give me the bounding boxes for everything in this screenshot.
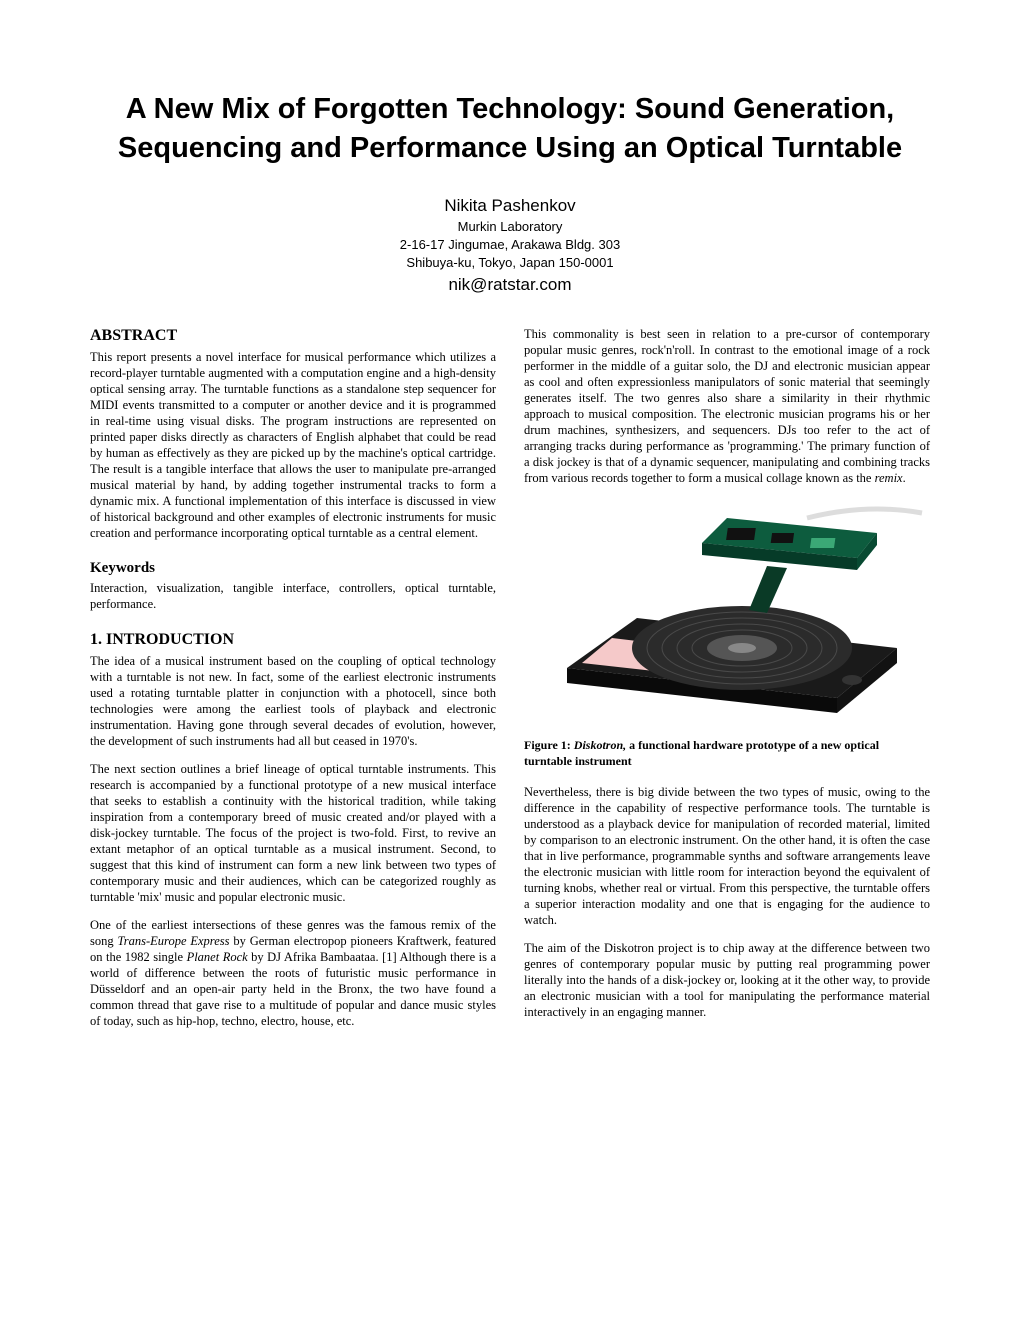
intro-paragraph-2: The next section outlines a brief lineag… [90,761,496,905]
author-block: Nikita Pashenkov Murkin Laboratory 2-16-… [90,194,930,296]
col2-paragraph-3: The aim of the Diskotron project is to c… [524,940,930,1020]
col2-p1-italic: remix [875,471,903,485]
fig-label-italic: Diskotron, [574,738,626,752]
author-lab: Murkin Laboratory [90,218,930,236]
figure-1-caption: Figure 1: Diskotron, a functional hardwa… [524,738,930,769]
figure-1-image [524,498,930,728]
two-column-body: ABSTRACT This report presents a novel in… [90,326,930,1036]
figure-1: Figure 1: Diskotron, a functional hardwa… [524,498,930,769]
intro-p3-italic-2: Planet Rock [187,950,248,964]
abstract-text: This report presents a novel interface f… [90,349,496,541]
intro-p3-italic-1: Trans-Europe Express [118,934,230,948]
intro-paragraph-3: One of the earliest intersections of the… [90,917,496,1029]
keywords-heading: Keywords [90,559,496,578]
turntable-illustration-svg [524,498,930,728]
intro-paragraph-1: The idea of a musical instrument based o… [90,653,496,749]
author-name: Nikita Pashenkov [90,194,930,218]
author-email: nik@ratstar.com [90,273,930,297]
col2-paragraph-2: Nevertheless, there is big divide betwee… [524,784,930,928]
paper-title: A New Mix of Forgotten Technology: Sound… [90,90,930,168]
author-address-2: Shibuya-ku, Tokyo, Japan 150-0001 [90,254,930,272]
fig-label-a: Figure 1: [524,738,574,752]
col2-p1-part-a: This commonality is best seen in relatio… [524,327,930,485]
intro-heading: 1. INTRODUCTION [90,630,496,650]
col2-p1-part-b: . [903,471,906,485]
keywords-text: Interaction, visualization, tangible int… [90,580,496,612]
col2-paragraph-1: This commonality is best seen in relatio… [524,326,930,486]
abstract-heading: ABSTRACT [90,326,496,346]
author-address-1: 2-16-17 Jingumae, Arakawa Bldg. 303 [90,236,930,254]
